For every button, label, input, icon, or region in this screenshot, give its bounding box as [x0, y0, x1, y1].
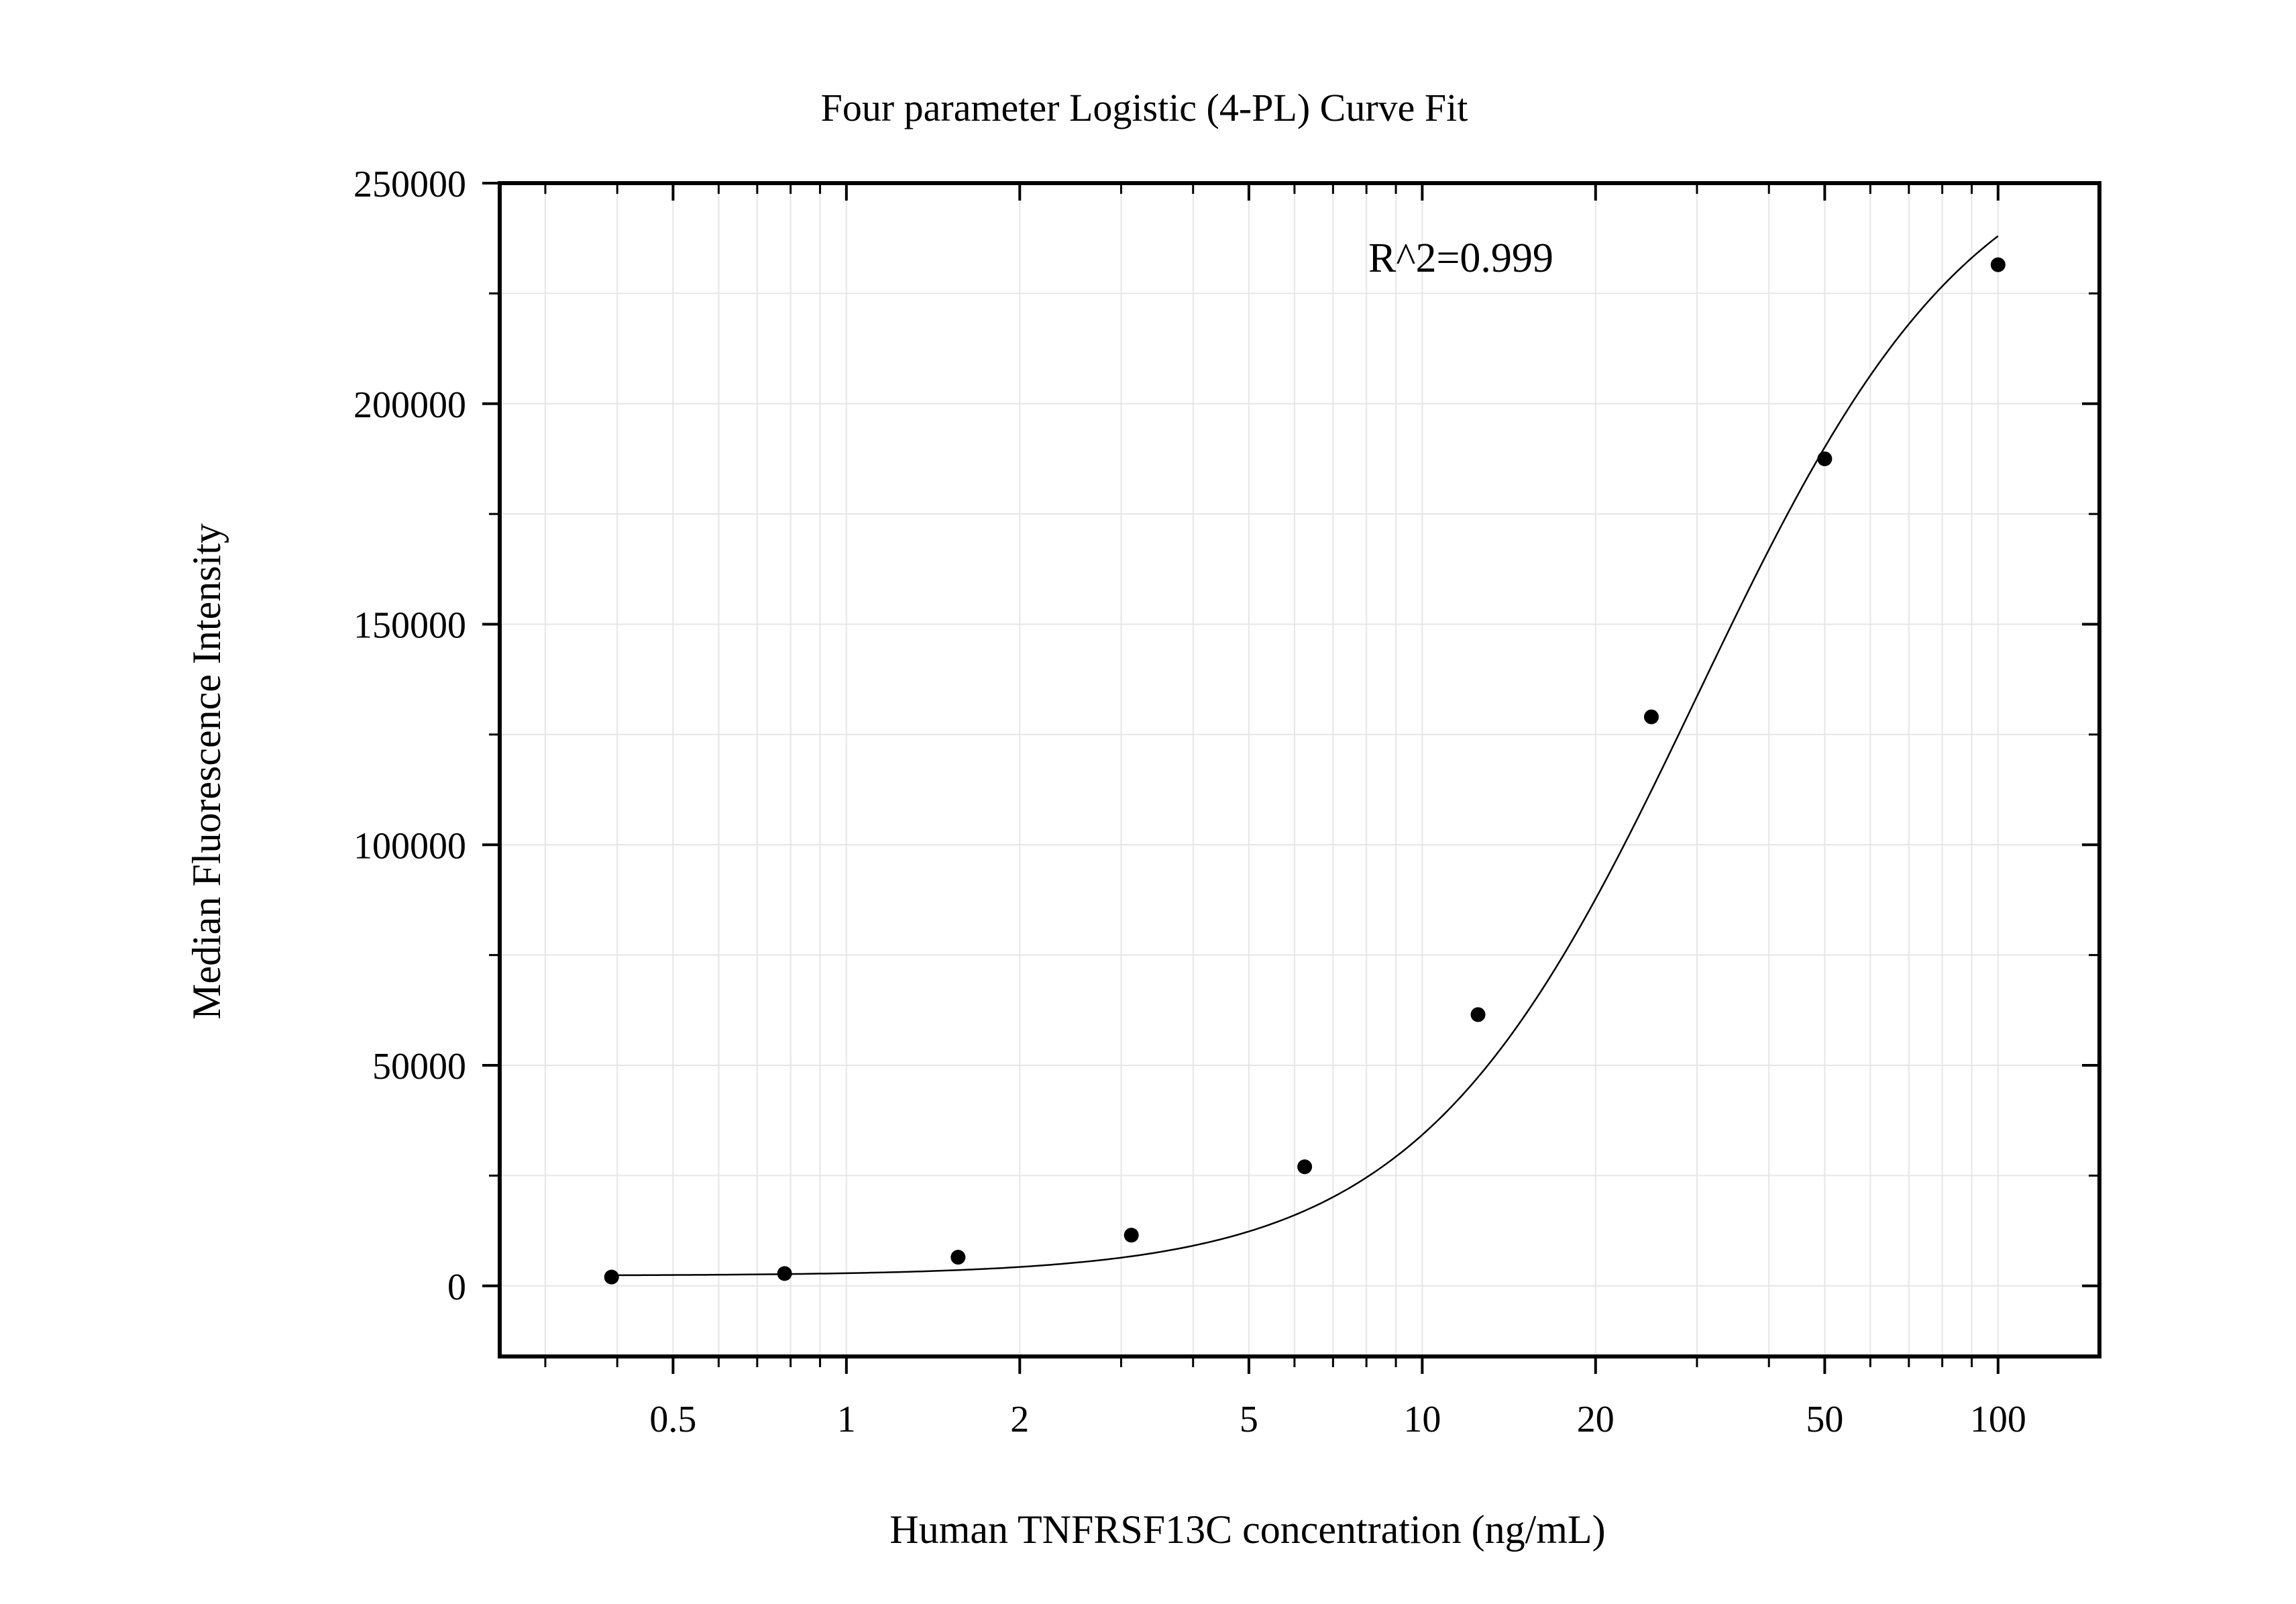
grid	[500, 182, 2099, 1356]
x-tick-labels: 0.5 1 2 5 10 20 50 100	[649, 1399, 2026, 1440]
y-axis-label: Median Fluorescence Intensity	[184, 523, 229, 1020]
data-point	[777, 1266, 792, 1281]
data-point	[1297, 1159, 1313, 1175]
data-point	[1470, 1007, 1486, 1022]
y-tick-label: 200000	[353, 384, 466, 426]
chart-title: Four parameter Logistic (4-PL) Curve Fit	[821, 86, 1468, 129]
plot-frame	[498, 181, 2101, 1358]
x-tick-label: 100	[1970, 1399, 2026, 1440]
x-tick-label: 2	[1010, 1399, 1029, 1440]
r-squared-annotation: R^2=0.999	[1368, 235, 1553, 281]
fit-curve	[611, 235, 1999, 1277]
x-tick-label: 10	[1403, 1399, 1441, 1440]
data-point	[1990, 257, 2006, 272]
data-point	[950, 1250, 966, 1265]
y-tick-label: 100000	[353, 825, 466, 867]
data-point	[604, 1269, 619, 1285]
x-tick-label: 5	[1240, 1399, 1258, 1440]
x-tick-label: 0.5	[649, 1399, 696, 1440]
y-tick-label: 250000	[353, 164, 466, 205]
axis-ticks	[482, 182, 2099, 1374]
y-tick-label: 0	[447, 1267, 466, 1308]
data-point	[1124, 1228, 1139, 1243]
y-tick-labels: 0 50000 100000 150000 200000 250000	[353, 164, 466, 1308]
y-tick-label: 150000	[353, 605, 466, 647]
data-point	[1643, 709, 1659, 725]
data-points	[604, 257, 2006, 1285]
x-tick-label: 1	[837, 1399, 856, 1440]
x-axis-label: Human TNFRSF13C concentration (ng/mL)	[889, 1507, 1605, 1552]
x-tick-label: 50	[1806, 1399, 1843, 1440]
data-point	[1817, 451, 1833, 466]
x-tick-label: 20	[1577, 1399, 1615, 1440]
y-tick-label: 50000	[372, 1046, 466, 1087]
